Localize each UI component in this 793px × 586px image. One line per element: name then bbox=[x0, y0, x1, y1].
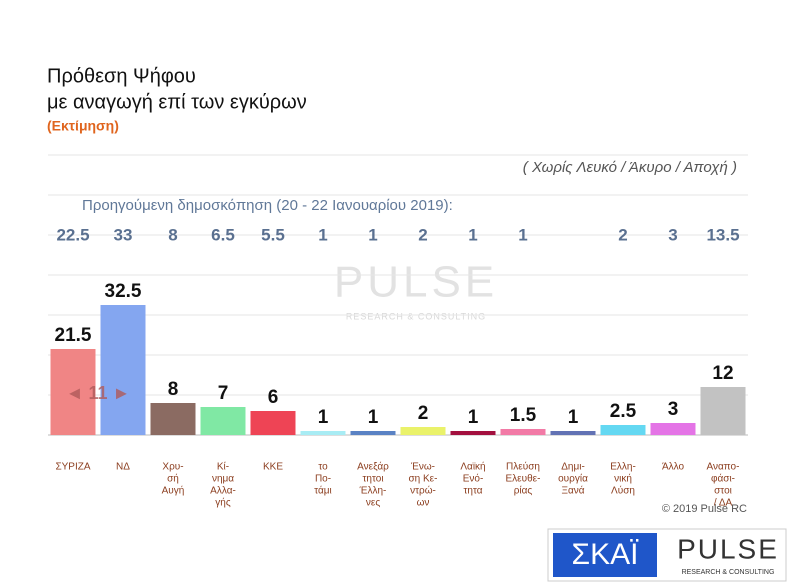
x-tick-label: νες bbox=[366, 498, 380, 509]
x-tick-label: Ελευθε- bbox=[506, 474, 541, 485]
bar bbox=[300, 431, 346, 435]
x-tick-label: τητα bbox=[463, 486, 482, 497]
value-label: 8 bbox=[168, 379, 179, 400]
x-tick-label: Έλλη- bbox=[359, 486, 387, 497]
value-label: 1 bbox=[568, 407, 579, 428]
x-tick-label: Ξανά bbox=[561, 485, 584, 497]
chart-subtitle: (Εκτίμηση) bbox=[47, 118, 119, 134]
x-tick-label: / ΔΑ bbox=[714, 498, 733, 509]
previous-value: 33 bbox=[114, 225, 133, 244]
previous-label: Προηγούμενη δημοσκόπηση (20 - 22 Ιανουαρ… bbox=[82, 197, 453, 214]
x-tick-label: Πο- bbox=[315, 474, 331, 485]
logo-pulse-sub: RESEARCH & CONSULTING bbox=[682, 569, 775, 576]
gap-annotation: ◄ 11 ► bbox=[66, 383, 131, 403]
x-tick-label: ντρώ- bbox=[410, 485, 436, 497]
bar bbox=[450, 431, 496, 435]
x-tick-label: Λαϊκή bbox=[460, 461, 485, 473]
x-tick-label: νική bbox=[614, 473, 632, 485]
value-label: 32.5 bbox=[105, 281, 142, 302]
value-label: 12 bbox=[712, 363, 733, 384]
x-tick-label: Πλεύση bbox=[506, 461, 540, 473]
value-label: 1 bbox=[468, 407, 479, 428]
bar bbox=[250, 411, 296, 435]
x-tick-label: τητοι bbox=[362, 474, 383, 485]
x-tick-label: ουργία bbox=[558, 473, 588, 485]
chart-title: με αναγωγή επί των εγκύρων bbox=[47, 91, 307, 113]
previous-value: 8 bbox=[168, 225, 177, 244]
watermark-sub: RESEARCH & CONSULTING bbox=[346, 311, 486, 321]
x-tick-label: Κί- bbox=[217, 461, 229, 473]
previous-value: 2 bbox=[618, 225, 627, 244]
x-tick-label: Ένω- bbox=[410, 462, 435, 473]
x-tick-label: ση Κε- bbox=[409, 474, 438, 485]
value-label: 2 bbox=[418, 403, 429, 424]
x-tick-label: ων bbox=[417, 498, 430, 509]
previous-value: 1 bbox=[318, 225, 327, 244]
x-tick-label: Δημι- bbox=[561, 462, 585, 473]
bar bbox=[150, 403, 196, 435]
bar bbox=[650, 423, 696, 435]
x-tick-label: Ανεξάρ bbox=[357, 461, 389, 473]
x-tick-label: φάσι- bbox=[711, 473, 735, 485]
x-tick-label: το bbox=[318, 462, 328, 473]
bar bbox=[50, 349, 96, 435]
x-tick-label: Άλλο bbox=[662, 462, 685, 473]
x-tick-label: ΚΚΕ bbox=[263, 462, 283, 473]
x-tick-label: Λύση bbox=[611, 485, 635, 497]
previous-value: 1 bbox=[368, 225, 377, 244]
chart-title: Πρόθεση Ψήφου bbox=[47, 65, 196, 87]
bar bbox=[600, 425, 646, 435]
x-tick-label: Ενό- bbox=[463, 473, 484, 485]
bar bbox=[500, 429, 546, 435]
previous-value: 13.5 bbox=[706, 225, 739, 244]
copyright: © 2019 Pulse RC bbox=[662, 503, 747, 515]
previous-value: 5.5 bbox=[261, 225, 285, 244]
value-label: 1 bbox=[318, 407, 329, 428]
bar bbox=[100, 305, 146, 435]
previous-value: 1 bbox=[518, 225, 527, 244]
logo-skai-bg bbox=[553, 533, 657, 577]
bar bbox=[550, 431, 596, 435]
x-tick-label: Χρυ- bbox=[162, 462, 183, 473]
x-tick-label: νημα bbox=[212, 474, 234, 485]
value-label: 7 bbox=[218, 383, 229, 404]
value-label: 1 bbox=[368, 407, 379, 428]
value-label: 2.5 bbox=[610, 401, 637, 422]
x-tick-label: ρίας bbox=[514, 485, 533, 497]
x-tick-label: Ελλη- bbox=[610, 462, 636, 473]
previous-value: 1 bbox=[468, 225, 477, 244]
x-tick-label: τάμι bbox=[314, 485, 332, 497]
value-label: 1.5 bbox=[510, 405, 537, 426]
logo-skai: ΣΚΑΪ bbox=[572, 538, 640, 571]
logo-pulse: PULSE bbox=[677, 533, 779, 564]
value-label: 3 bbox=[668, 399, 679, 420]
note: ( Χωρίς Λευκό / Άκυρο / Αποχή ) bbox=[523, 159, 737, 176]
bar bbox=[700, 387, 746, 435]
bar bbox=[400, 427, 446, 435]
x-tick-label: Αναπο- bbox=[707, 462, 740, 473]
watermark: PULSE bbox=[334, 258, 498, 307]
x-tick-label: ΣΥΡΙΖΑ bbox=[55, 462, 90, 473]
previous-value: 2 bbox=[418, 225, 427, 244]
value-label: 21.5 bbox=[55, 325, 92, 346]
bar bbox=[350, 431, 396, 435]
bar bbox=[200, 407, 246, 435]
x-tick-label: ΝΔ bbox=[116, 462, 130, 473]
value-label: 6 bbox=[268, 387, 279, 408]
x-tick-label: στοι bbox=[714, 486, 732, 497]
x-tick-label: σή bbox=[167, 473, 179, 485]
previous-value: 6.5 bbox=[211, 225, 235, 244]
previous-value: 22.5 bbox=[56, 225, 89, 244]
previous-value: 3 bbox=[668, 225, 677, 244]
x-tick-label: Αυγή bbox=[162, 485, 185, 497]
x-tick-label: γής bbox=[215, 497, 231, 509]
x-tick-label: Αλλα- bbox=[210, 486, 236, 497]
